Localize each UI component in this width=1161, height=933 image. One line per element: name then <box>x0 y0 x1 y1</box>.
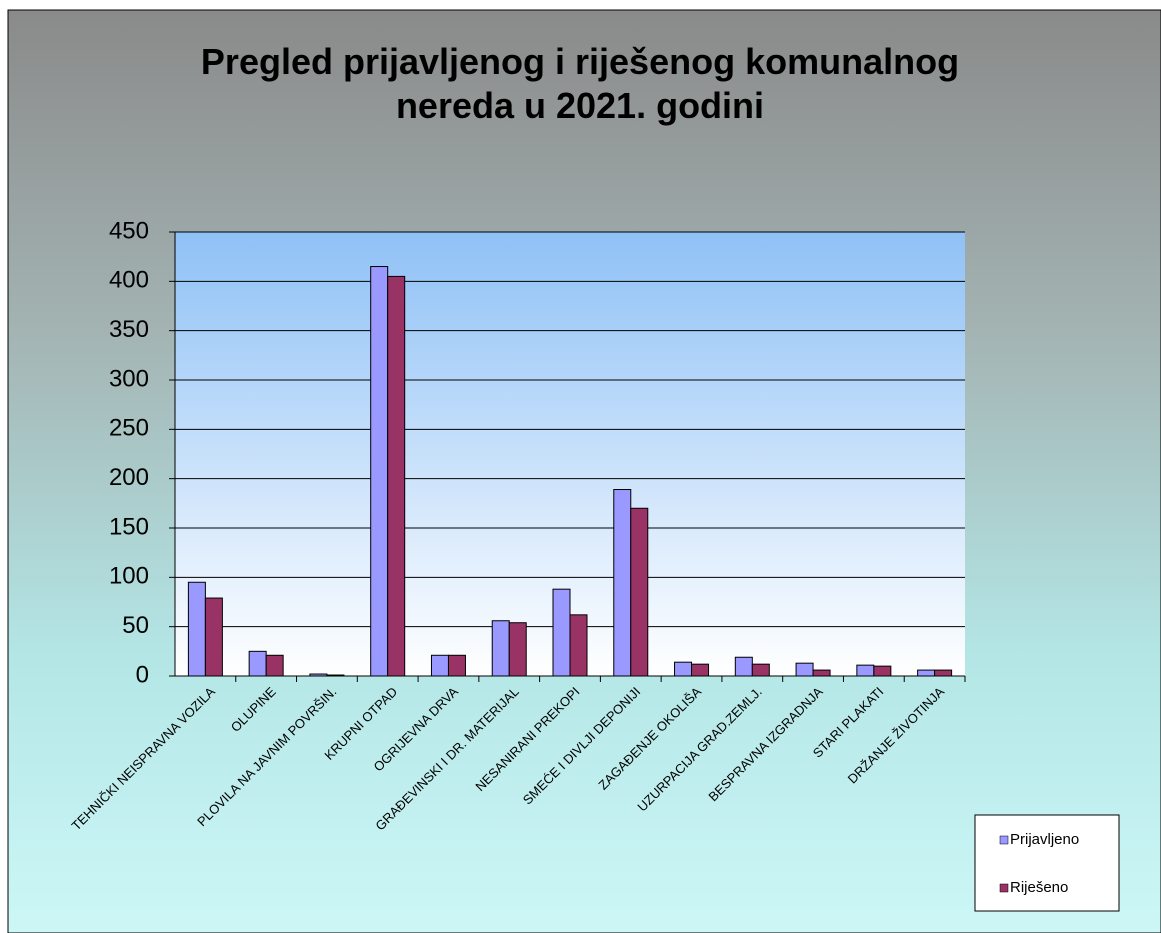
chart-title: Pregled prijavljenog i riješenog komunal… <box>200 41 960 126</box>
legend-swatch <box>999 835 1009 845</box>
bar <box>734 656 753 677</box>
y-tick-label: 0 <box>136 661 149 688</box>
bar <box>873 665 892 677</box>
legend-label: Riješeno <box>1010 879 1068 896</box>
bar <box>508 622 527 677</box>
legend-label: Prijavljeno <box>1010 831 1079 848</box>
bar <box>387 275 406 677</box>
bar <box>569 614 588 677</box>
bar <box>430 654 449 677</box>
legend-swatch <box>999 883 1009 893</box>
y-tick-label: 200 <box>109 464 149 491</box>
bar <box>491 620 510 677</box>
bar <box>309 673 328 677</box>
bar <box>370 266 389 677</box>
y-tick-label: 400 <box>109 267 149 294</box>
y-tick-label: 450 <box>109 217 149 244</box>
bar <box>248 650 267 677</box>
bar <box>691 663 710 677</box>
y-tick-label: 150 <box>109 513 149 540</box>
bar <box>856 664 875 677</box>
bar <box>187 581 206 677</box>
bar <box>917 669 936 677</box>
y-tick-label: 350 <box>109 316 149 343</box>
bar <box>552 588 571 677</box>
bar <box>265 654 284 677</box>
bar <box>447 654 466 677</box>
bar <box>630 507 649 677</box>
bar <box>674 661 693 677</box>
y-tick-label: 250 <box>109 415 149 442</box>
bar <box>812 669 831 677</box>
bar <box>326 674 345 677</box>
bar <box>795 662 814 677</box>
bar <box>934 669 953 677</box>
bar <box>204 597 223 677</box>
bar <box>751 663 770 677</box>
y-tick-label: 100 <box>109 563 149 590</box>
legend <box>974 814 1120 912</box>
y-tick-label: 300 <box>109 365 149 392</box>
bar <box>613 489 632 677</box>
y-tick-label: 50 <box>122 612 149 639</box>
